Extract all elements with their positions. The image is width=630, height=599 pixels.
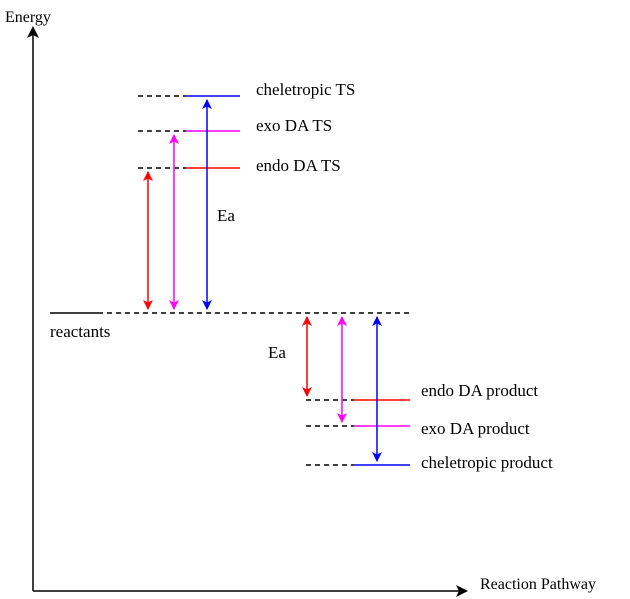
ea-forward-label: Ea (217, 206, 235, 225)
y-axis-label: Energy (5, 9, 51, 26)
endo-ts-label: endo DA TS (256, 156, 341, 175)
exo-ts-label: exo DA TS (256, 116, 332, 135)
cheletropic-product-label: cheletropic product (421, 453, 553, 472)
cheletropic-ts-label: cheletropic TS (256, 80, 355, 99)
endo-product-label: endo DA product (421, 381, 538, 400)
ea-products-label: Ea (268, 343, 286, 362)
x-axis-label: Reaction Pathway (480, 576, 596, 593)
reactants-label: reactants (50, 322, 110, 341)
exo-product-label: exo DA product (421, 419, 530, 438)
